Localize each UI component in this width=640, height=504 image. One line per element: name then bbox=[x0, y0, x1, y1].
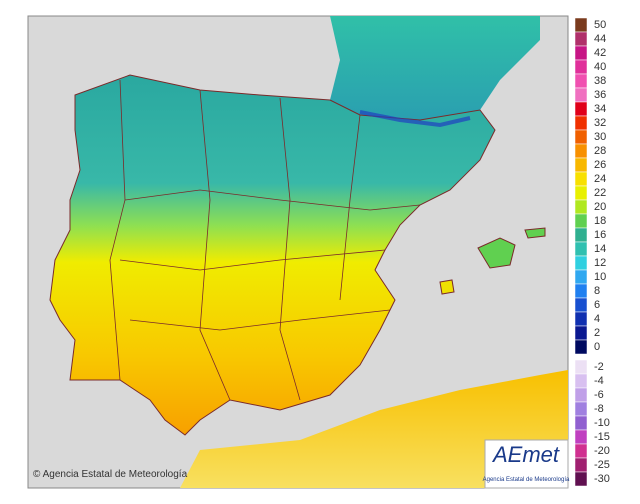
legend-swatch bbox=[574, 387, 588, 403]
legend-swatch bbox=[574, 283, 588, 299]
legend-swatch bbox=[574, 157, 588, 173]
mallorca bbox=[477, 237, 516, 269]
legend-swatch bbox=[574, 143, 588, 159]
legend-label: -4 bbox=[594, 375, 604, 387]
legend-label: -6 bbox=[594, 389, 604, 401]
legend-swatch bbox=[574, 171, 588, 187]
legend-swatch bbox=[574, 429, 588, 445]
africa bbox=[180, 370, 568, 488]
legend-label: 10 bbox=[594, 271, 606, 283]
legend-label: 8 bbox=[594, 285, 600, 297]
legend-swatch bbox=[574, 415, 588, 431]
legend-swatch bbox=[574, 255, 588, 271]
pyrenees bbox=[359, 110, 471, 128]
legend-swatch bbox=[574, 199, 588, 215]
legend-label: 40 bbox=[594, 61, 606, 73]
logo-subtitle: Agencia Estatal de Meteorología bbox=[483, 477, 570, 483]
legend-label: 14 bbox=[594, 243, 606, 255]
legend-swatch bbox=[574, 87, 588, 103]
legend-swatch bbox=[574, 359, 588, 375]
logo: AEmet bbox=[491, 442, 560, 467]
legend-swatch bbox=[574, 227, 588, 243]
legend-label: 42 bbox=[594, 47, 606, 59]
legend-swatch bbox=[574, 471, 588, 487]
legend-label: 32 bbox=[594, 117, 606, 129]
legend-swatch bbox=[574, 297, 588, 313]
legend-label: 36 bbox=[594, 89, 606, 101]
legend-swatch bbox=[574, 45, 588, 61]
france bbox=[330, 16, 540, 120]
legend-swatch bbox=[574, 59, 588, 75]
legend: 5044424038363432302826242220181614121086… bbox=[574, 17, 610, 487]
legend-label: 30 bbox=[594, 131, 606, 143]
legend-swatch bbox=[574, 17, 588, 33]
legend-swatch bbox=[574, 129, 588, 145]
legend-swatch bbox=[574, 101, 588, 117]
legend-swatch bbox=[574, 185, 588, 201]
legend-label: -15 bbox=[594, 431, 610, 443]
legend-swatch bbox=[574, 31, 588, 47]
legend-label: 2 bbox=[594, 327, 600, 339]
legend-label: 18 bbox=[594, 215, 606, 227]
legend-swatch bbox=[574, 73, 588, 89]
iberia bbox=[49, 74, 496, 436]
legend-label: 50 bbox=[594, 19, 606, 31]
legend-label: -25 bbox=[594, 459, 610, 471]
ibiza bbox=[439, 279, 455, 295]
legend-label: 6 bbox=[594, 299, 600, 311]
legend-label: 38 bbox=[594, 75, 606, 87]
legend-label: -10 bbox=[594, 417, 610, 429]
legend-label: 44 bbox=[594, 33, 606, 45]
legend-swatch bbox=[574, 401, 588, 417]
menorca bbox=[524, 227, 546, 239]
logo-box bbox=[484, 439, 569, 489]
legend-label: -2 bbox=[594, 361, 604, 373]
legend-swatch bbox=[574, 373, 588, 389]
borders bbox=[109, 79, 421, 401]
legend-label: 34 bbox=[594, 103, 606, 115]
legend-swatch bbox=[574, 241, 588, 257]
legend-swatch bbox=[574, 311, 588, 327]
legend-swatch bbox=[574, 269, 588, 285]
legend-label: 22 bbox=[594, 187, 606, 199]
legend-label: 20 bbox=[594, 201, 606, 213]
legend-label: -8 bbox=[594, 403, 604, 415]
legend-label: 26 bbox=[594, 159, 606, 171]
legend-label: 0 bbox=[594, 341, 600, 353]
legend-label: -30 bbox=[594, 473, 610, 485]
copyright: © Agencia Estatal de Meteorología bbox=[33, 469, 188, 480]
legend-label: 24 bbox=[594, 173, 606, 185]
legend-swatch bbox=[574, 115, 588, 131]
legend-swatch bbox=[574, 457, 588, 473]
legend-swatch bbox=[574, 213, 588, 229]
legend-label: 12 bbox=[594, 257, 606, 269]
legend-label: 28 bbox=[594, 145, 606, 157]
legend-swatch bbox=[574, 443, 588, 459]
legend-label: -20 bbox=[594, 445, 610, 457]
legend-swatch bbox=[574, 339, 588, 355]
legend-label: 4 bbox=[594, 313, 600, 325]
legend-label: 16 bbox=[594, 229, 606, 241]
legend-swatch bbox=[574, 325, 588, 341]
